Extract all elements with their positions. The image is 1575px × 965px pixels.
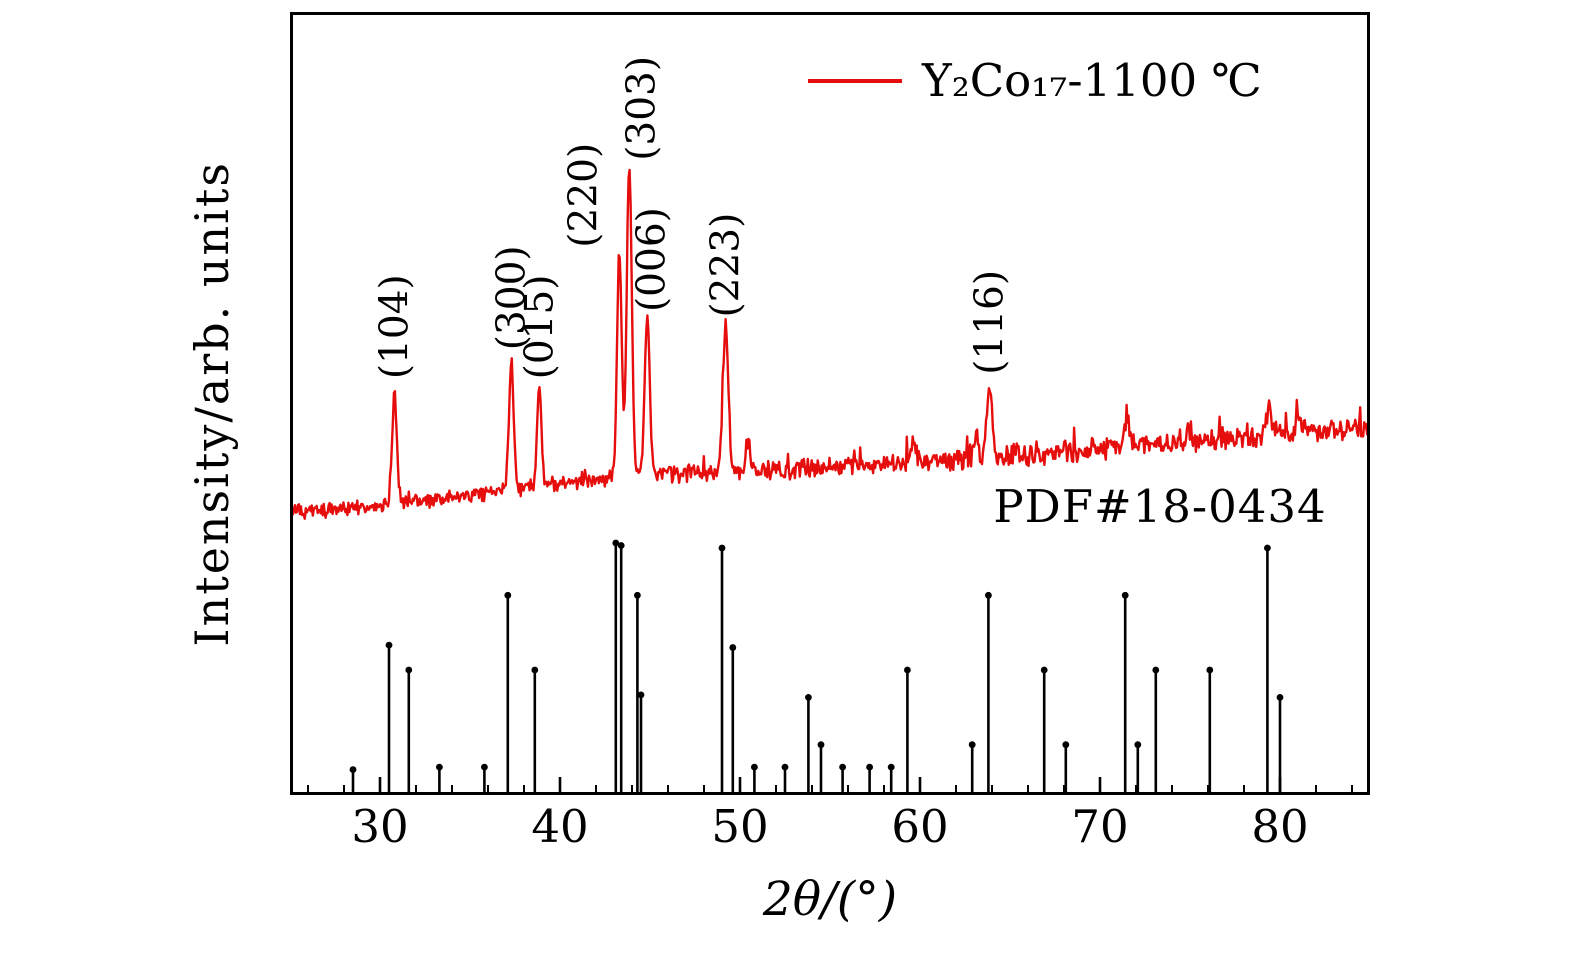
- reference-stick-marker: [405, 666, 413, 674]
- plot-frame: [290, 12, 1370, 795]
- reference-stick-marker: [968, 741, 976, 749]
- x-tick-label-40: 40: [531, 800, 589, 853]
- reference-stick-marker: [1062, 741, 1070, 749]
- reference-stick-marker: [729, 644, 737, 651]
- peak-label-300: (300): [489, 245, 534, 350]
- peak-label-220: (220): [561, 143, 606, 248]
- reference-stick-marker: [1276, 693, 1284, 701]
- reference-stick-marker: [531, 666, 539, 674]
- x-axis-tick-labels: 30 40 50 60 70 80: [290, 800, 1370, 858]
- reference-stick-marker: [887, 763, 895, 771]
- x-tick-label-60: 60: [891, 800, 949, 853]
- x-axis-label: 2θ/(°): [762, 872, 898, 927]
- reference-stick-marker: [718, 544, 726, 552]
- reference-stick-marker: [504, 591, 512, 599]
- peak-label-015: (015): [517, 274, 562, 379]
- reference-stick-marker: [781, 763, 789, 771]
- reference-stick-marker: [612, 539, 620, 547]
- legend-line-swatch: [808, 78, 902, 83]
- chart-canvas: (104) (300)(015) (220) (303) (006) (223) (116): [290, 12, 1370, 795]
- reference-stick-marker: [385, 641, 393, 649]
- x-tick-label-70: 70: [1071, 800, 1129, 853]
- reference-stick-marker: [1040, 666, 1048, 674]
- reference-stick-marker: [1206, 666, 1214, 674]
- reference-stick-marker: [904, 666, 911, 674]
- pdf-reference-label: PDF#18-0434: [993, 480, 1327, 533]
- reference-stick-marker: [1121, 591, 1129, 599]
- reference-stick-marker: [436, 763, 443, 771]
- reference-stick-marker: [817, 741, 825, 749]
- peak-label-104: (104): [372, 274, 417, 379]
- y-axis-label: Intensity/arb. units: [172, 12, 252, 795]
- peak-label-303: (303): [619, 56, 664, 161]
- reference-stick-marker: [637, 691, 645, 699]
- reference-stick-marker: [985, 591, 992, 599]
- peak-label-223: (223): [704, 213, 749, 318]
- reference-stick-marker: [1134, 741, 1142, 749]
- y-axis-label-text: Intensity/arb. units: [185, 160, 239, 647]
- reference-stick-marker: [866, 763, 873, 771]
- x-tick-label-80: 80: [1251, 800, 1309, 853]
- peak-label-006: (006): [629, 207, 674, 312]
- reference-stick-marker: [839, 763, 846, 771]
- reference-stick-marker: [349, 766, 357, 773]
- reference-stick-marker: [1264, 544, 1271, 552]
- reference-stick-marker: [805, 693, 812, 701]
- x-tick-label-30: 30: [351, 800, 409, 853]
- reference-stick-marker: [634, 591, 641, 599]
- reference-stick-marker: [617, 542, 625, 549]
- xrd-trace: [290, 168, 1370, 520]
- x-tick-label-50: 50: [711, 800, 769, 853]
- legend-label: Y₂Co₁₇-1100 ℃: [922, 54, 1262, 107]
- plot-area: (104) (300) (015) (220) (303) (006) (223) (116)…: [290, 12, 1370, 795]
- legend: Y₂Co₁₇-1100 ℃: [808, 54, 1262, 107]
- reference-stick-marker: [751, 763, 758, 771]
- peak-label-116: (116): [967, 270, 1012, 375]
- reference-stick-marker: [481, 763, 488, 771]
- reference-stick-marker: [1152, 666, 1160, 674]
